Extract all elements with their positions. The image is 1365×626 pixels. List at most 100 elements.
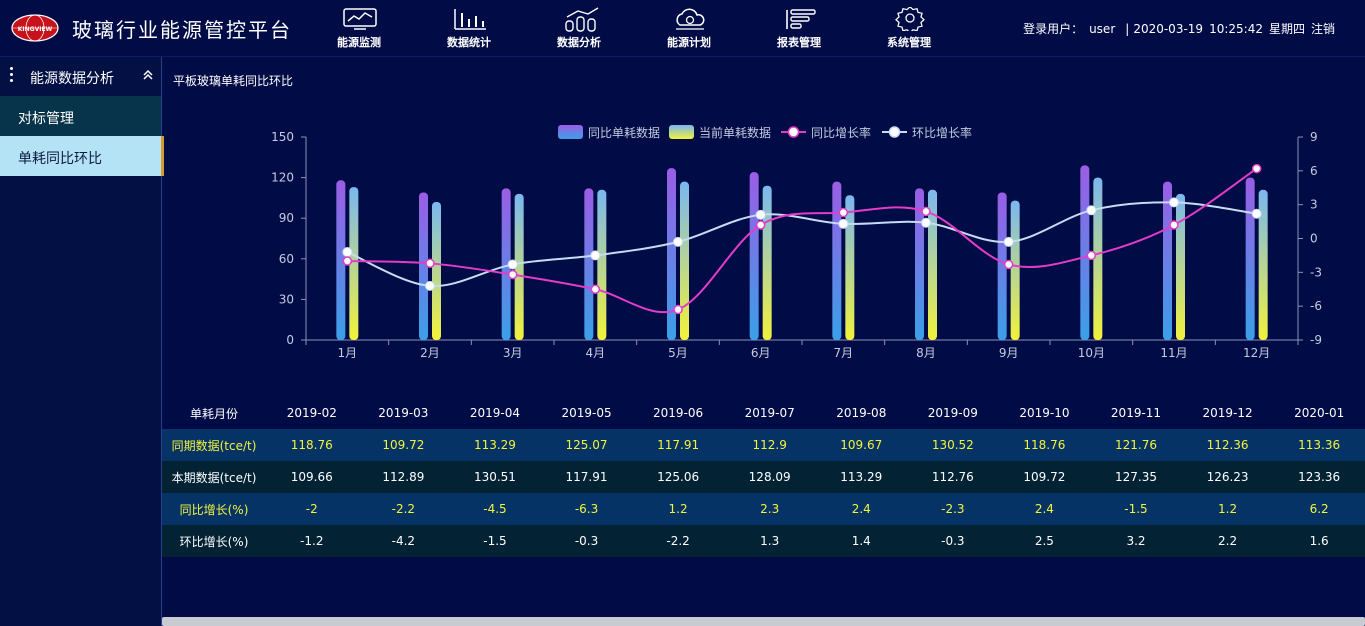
table-row-cur-period: 本期数据(tce/t) 109.66 112.89 130.51 117.91 125.… [162,461,1365,493]
table-cell: 123.36 [1298,470,1341,484]
row-label: 本期数据(tce/t) [171,470,257,485]
line-yoy [347,167,1258,314]
horizontal-scrollbar[interactable] [162,617,1365,626]
table-cell: 126.23 [1206,470,1249,484]
table-cell: -1.5 [483,534,507,548]
table-cell: 113.29 [473,438,516,452]
y-tick-label-right: 9 [1310,130,1318,144]
y-tick-label-left: 120 [271,171,294,185]
legend-label: 当前单耗数据 [699,125,771,140]
table-cell: -4.5 [483,502,507,516]
table-row-mom: 环比增长(%) -1.2 -4.2 -1.5 -0.3 -2.2 1.3 1.4 -0.3 2.… [162,525,1365,557]
table-row-prev-period: 同期数据(tce/t) 118.76 109.72 113.29 125.07 117.… [162,429,1365,461]
point-yoy [755,220,766,230]
row-label: 同期数据(tce/t) [171,438,257,453]
table-cell: 1.3 [760,534,780,548]
table-cell: 2019-06 [653,406,704,420]
bar-cur-period [1258,189,1268,340]
row-label: 同比增长(%) [179,502,249,517]
bar-prev-period [667,168,676,340]
point-mom [755,209,766,220]
bar-cur-period [845,195,855,340]
table-cell: 117.91 [657,438,700,452]
sidebar-item-label: 单耗同比环比 [18,151,102,167]
row-label: 环比增长(%) [179,534,249,549]
bar-prev-period [501,188,511,340]
table-cell: 1.2 [668,502,688,516]
y-tick-label-right: -6 [1310,299,1322,313]
table-cell: 113.29 [840,470,883,484]
bar-prev-period [584,188,594,340]
y-tick-label-right: 0 [1310,232,1318,246]
bar-cur-period [1010,200,1020,340]
table-cell: 6.2 [1309,502,1329,516]
chevron-up-icon[interactable] [142,69,154,81]
table-cell: 109.66 [290,470,333,484]
sidebar-section-header[interactable]: 能源数据分析 [0,57,161,96]
table-cell: 1.6 [1309,534,1329,548]
sidebar: 能源数据分析 对标管理 单耗同比环比 [0,57,164,626]
point-mom [1086,205,1097,216]
bar-cur-period [762,185,772,340]
chart-lines [342,163,1262,315]
y-tick-label-right: 6 [1310,164,1318,178]
table-cell: -0.3 [574,534,599,548]
x-tick-label: 6月 [751,346,771,360]
table-cell: 109.67 [840,438,883,452]
table-cell: 125.07 [565,438,608,452]
bar-cur-period [1093,177,1103,340]
nav-label: 系统管理 [887,36,931,49]
nav-energy-plan[interactable]: 能源计划 [634,0,744,56]
point-mom [590,250,601,261]
nav-report-management[interactable]: 报表管理 [744,0,854,56]
table-cell: 2019-07 [744,406,795,420]
legend-label: 同比增长率 [811,125,871,140]
nav-energy-monitor[interactable]: 能源监测 [304,0,414,56]
nav-data-statistics[interactable]: 数据统计 [414,0,524,56]
table-cell: 2019-02 [286,406,337,420]
table-cell: 112.89 [382,470,425,484]
table-cell: 130.51 [473,470,516,484]
table-cell: 109.72 [382,438,425,452]
nav-label: 能源监测 [337,36,381,49]
nav-label: 报表管理 [777,36,821,49]
nav-system-management[interactable]: 系统管理 [854,0,964,56]
legend-marker [787,126,800,138]
point-mom [1003,236,1014,247]
bar-prev-period [915,188,924,340]
bar-cur-period [1176,193,1185,340]
nav-data-analysis[interactable]: 数据分析 [524,0,634,56]
table-cell: 2019-11 [1110,406,1162,420]
x-tick-label: 12月 [1243,346,1270,360]
y-tick-label-left: 30 [279,292,294,306]
point-yoy [921,206,931,217]
point-mom [1251,208,1262,219]
y-tick-label-right: 3 [1310,198,1318,212]
x-tick-label: 7月 [834,346,854,360]
y-tick-label-left: 150 [271,130,294,144]
point-yoy [590,284,601,294]
legend-label: 同比单耗数据 [588,125,660,140]
table-row-yoy: 同比增长(%) -2 -2.2 -4.5 -6.3 1.2 2.3 2.4 -2.3 2.4 -1… [162,493,1365,525]
table-cell: 128.09 [748,470,791,484]
bar-prev-period [749,172,759,340]
current-time: 10:25:42 [1209,22,1263,36]
bar-prev-period [997,192,1007,340]
point-yoy [425,258,435,269]
y-tick-label-right: -9 [1310,333,1322,347]
sidebar-item-benchmark[interactable]: 对标管理 [0,96,161,136]
y-tick-label-left: 60 [279,252,294,266]
username: user [1089,22,1116,36]
x-tick-label: 4月 [586,346,606,360]
table-cell: 112.76 [931,470,974,484]
sidebar-item-consumption-yoy-mom[interactable]: 单耗同比环比 [0,136,164,176]
logout-link[interactable]: 注销 [1310,22,1335,36]
table-cell: 2019-12 [1202,406,1253,420]
nav-label: 数据统计 [447,36,491,49]
table-cell: 1.2 [1218,502,1238,516]
table-row-months: 单耗月份 2019-02 2019-03 2019-04 2019-05 2019-06… [162,397,1365,429]
x-tick-label: 10月 [1078,346,1105,360]
chart-bars [336,165,1268,340]
table-cell: 2019-09 [927,406,978,420]
x-tick-label: 1月 [338,346,358,360]
